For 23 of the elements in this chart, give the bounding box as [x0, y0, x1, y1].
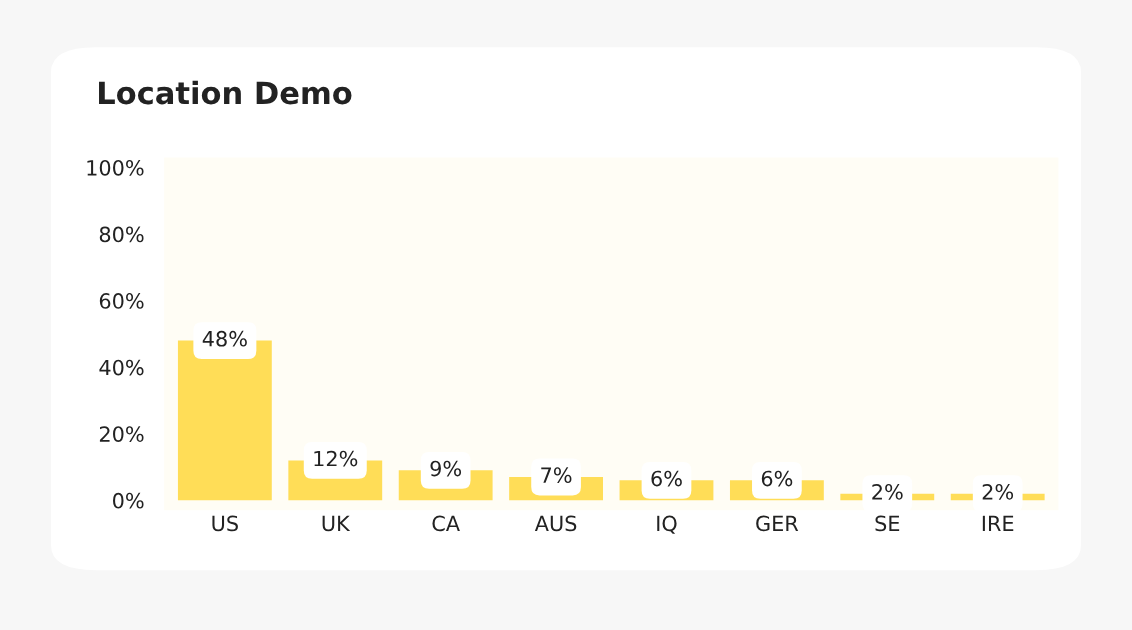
y-tick-label: 20%	[99, 426, 144, 442]
x-tick-label: CA	[432, 515, 460, 532]
y-tick-label: 40%	[99, 359, 144, 376]
data-label: 48%	[202, 330, 247, 347]
data-label: 7%	[541, 467, 572, 484]
y-tick-label: 100%	[87, 159, 144, 176]
y-tick-label: 60%	[99, 293, 144, 309]
x-tick-label: GER	[756, 515, 799, 532]
x-tick-label: SE	[875, 515, 900, 532]
x-tick-label: IQ	[657, 515, 677, 534]
y-tick-label: 0%	[113, 492, 144, 509]
data-label: 9%	[430, 460, 462, 477]
data-label: 2%	[982, 483, 1014, 500]
x-tick-label: AUS	[534, 515, 577, 532]
x-tick-label: US	[212, 515, 238, 532]
y-tick-label: 80%	[99, 226, 144, 243]
data-label: 12%	[314, 450, 358, 467]
data-label: 6%	[761, 470, 793, 487]
x-tick-label: UK	[322, 515, 351, 532]
data-label: 6%	[651, 470, 682, 487]
chart-title: Location Demo	[99, 80, 352, 105]
data-label: 2%	[872, 483, 903, 500]
x-tick-label: IRE	[982, 515, 1014, 531]
